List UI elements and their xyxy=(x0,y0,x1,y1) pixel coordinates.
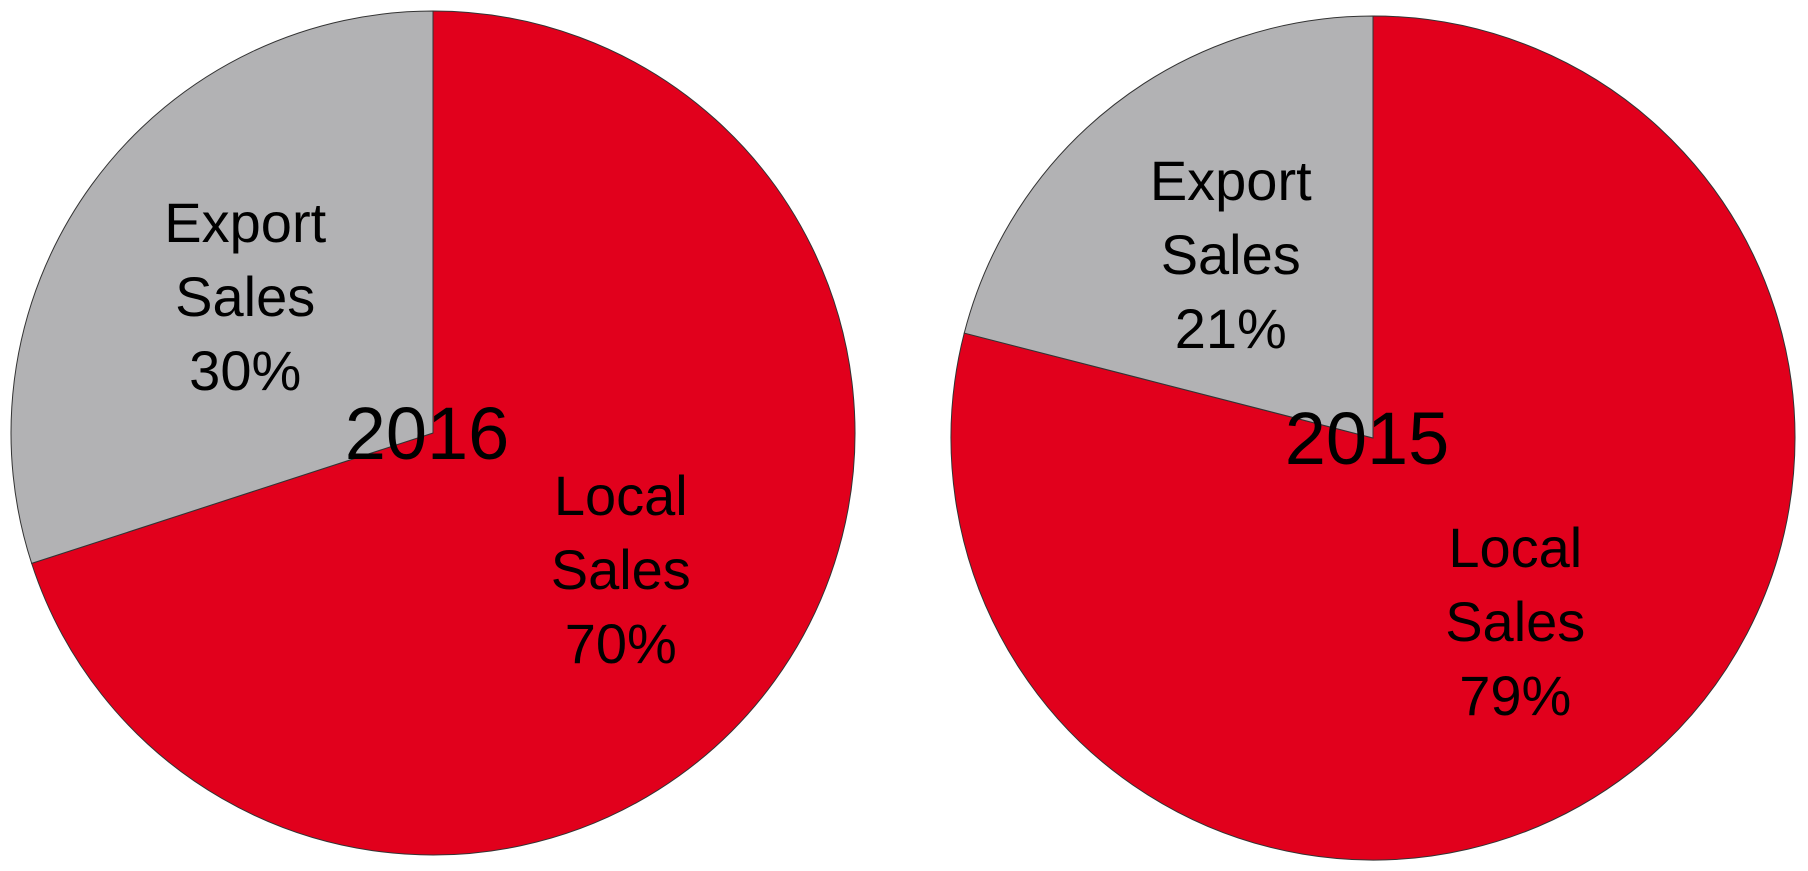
chart-title: 2016 xyxy=(345,392,510,475)
pie-slice xyxy=(10,10,434,565)
slice-value-label: 79% xyxy=(1459,664,1571,727)
chart-title: 2015 xyxy=(1285,397,1450,480)
slice-category-label: Local Sales xyxy=(551,464,691,601)
slice-value-label: 30% xyxy=(189,339,301,402)
slice-category-label: Export Sales xyxy=(1150,149,1312,286)
slice-value-label: 21% xyxy=(1175,297,1287,360)
pie-slice xyxy=(963,15,1374,439)
pie-slice xyxy=(31,10,856,856)
slice-category-label: Export Sales xyxy=(164,191,326,328)
slice-category-label: Local Sales xyxy=(1445,516,1585,653)
slice-value-label: 70% xyxy=(565,612,677,675)
